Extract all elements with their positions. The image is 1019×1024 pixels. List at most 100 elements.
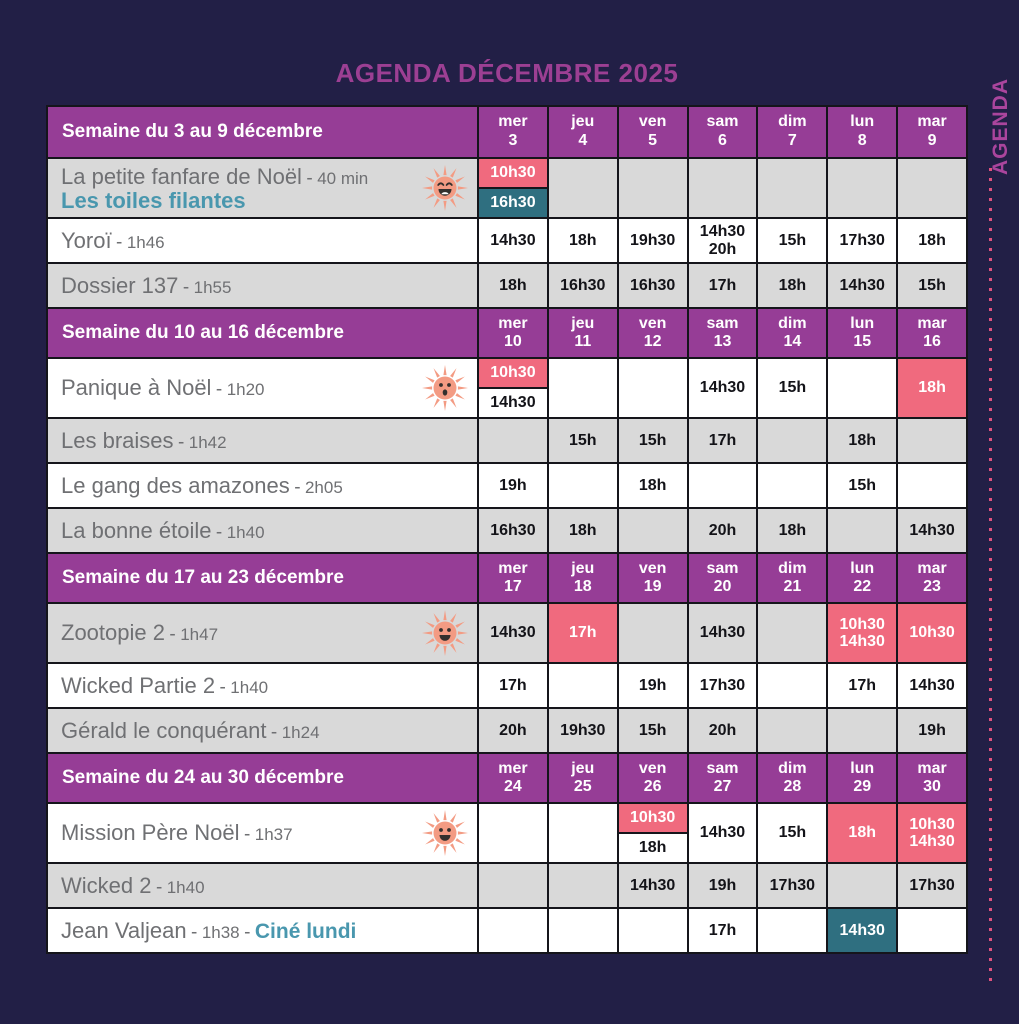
- movie-title-cell: Gérald le conquérant - 1h24: [48, 709, 477, 752]
- day-number: 20: [713, 578, 732, 596]
- day-header: dim 14: [756, 309, 826, 358]
- separator: -: [306, 168, 313, 189]
- showtime-cell: [756, 709, 826, 753]
- day-header: sam 13: [686, 309, 757, 358]
- separator: -: [219, 676, 226, 698]
- movie-title-line: Panique à Noël - 1h20: [61, 375, 265, 401]
- day-number: 15: [853, 333, 872, 351]
- showtime-cell: 17h30: [826, 219, 896, 263]
- movie-title-line: Les braises - 1h42: [61, 428, 227, 454]
- movie-title-cell: Wicked 2 - 1h40: [48, 864, 477, 907]
- movie-title-cell: Dossier 137 - 1h55: [48, 264, 477, 307]
- day-header: ven 12: [616, 309, 687, 358]
- movie-subtitle: Les toiles filantes: [61, 188, 246, 213]
- day-name: mar: [917, 759, 947, 777]
- day-name: mer: [498, 113, 528, 131]
- day-header: mer 10: [477, 309, 547, 358]
- showtime: 15h: [638, 721, 667, 739]
- day-name: ven: [638, 759, 667, 777]
- day-number: 19: [643, 578, 662, 596]
- showtime: 18h: [618, 832, 687, 862]
- showtime: 18h: [918, 231, 946, 249]
- showtime-cell: [826, 359, 896, 418]
- showtime-cell: 15h: [756, 359, 826, 418]
- showtime-cell: 18h: [826, 804, 897, 863]
- showtime-cell: [616, 159, 687, 218]
- movie-row: Mission Père Noël - 1h37 10h30 18h 14h30 15h…: [48, 802, 966, 863]
- sun-happy-icon: [421, 609, 469, 657]
- showtime-cell: 16h30: [546, 264, 617, 308]
- showtime: 15h: [848, 476, 876, 494]
- showtime: 10h30: [839, 615, 885, 633]
- day-name: mar: [917, 559, 947, 577]
- showtime-cell: 17h: [686, 264, 757, 308]
- separator: -: [215, 379, 223, 401]
- showtime: 14h30: [909, 521, 955, 539]
- showtime-cell: 17h30: [686, 664, 757, 708]
- movie-row: Dossier 137 - 1h55 18h 16h30 16h30 17h 18h 14h…: [48, 262, 966, 308]
- showtime: 20h: [708, 521, 737, 539]
- showtime-cell: [896, 464, 966, 508]
- separator: -: [116, 231, 123, 253]
- separator: -: [177, 431, 185, 453]
- day-header: jeu 18: [546, 554, 617, 603]
- showtime: 19h: [708, 876, 737, 894]
- day-number: 8: [857, 132, 867, 149]
- movie-duration: 1h20: [226, 380, 265, 400]
- day-number: 5: [648, 132, 658, 149]
- movie-title-cell: Wicked Partie 2 - 1h40: [48, 664, 477, 707]
- movie-title-cell: Panique à Noël - 1h20: [48, 359, 477, 417]
- day-number: 13: [713, 333, 732, 351]
- day-name: lun: [850, 559, 875, 577]
- day-number: 18: [573, 578, 592, 596]
- separator: -: [191, 921, 198, 943]
- movie-duration: 1h46: [126, 232, 165, 252]
- showtime: 18h: [499, 276, 527, 294]
- movie-duration: 1h24: [281, 722, 320, 742]
- showtime-cell: 17h: [826, 664, 896, 708]
- day-number: 16: [923, 333, 941, 351]
- showtime-cell: 19h: [616, 664, 687, 708]
- movie-title-line: Zootopie 2 - 1h47: [61, 620, 218, 646]
- day-name: sam: [706, 759, 739, 777]
- showtime: 20h: [708, 721, 737, 739]
- day-header: lun 22: [826, 554, 896, 603]
- showtime: 14h30: [699, 624, 746, 642]
- day-name: sam: [706, 113, 739, 131]
- movie-title-cell: La petite fanfare de Noël - 40 min Les to…: [48, 159, 477, 217]
- showtime: 14h30: [479, 387, 547, 417]
- agenda-table: Semaine du 3 au 9 décembre mer 3 jeu 4 ven 5 sa…: [46, 105, 968, 955]
- movie-title-text: Les braises - 1h42: [61, 428, 227, 454]
- showtime-cell: 14h30: [826, 264, 896, 308]
- showtime-cell: 18h: [896, 219, 966, 263]
- showtime-cell: [686, 159, 757, 218]
- showtime: 18h: [848, 431, 876, 449]
- day-header: lun 8: [826, 107, 896, 157]
- showtime: 15h: [918, 276, 946, 294]
- showtime-cell: 15h: [826, 464, 896, 508]
- movie-name: Zootopie 2: [61, 620, 165, 646]
- day-header: dim 28: [756, 754, 826, 803]
- day-name: mer: [498, 314, 528, 332]
- movie-title-text: Jean Valjean - 1h38 - Ciné lundi: [61, 918, 356, 944]
- day-name: lun: [850, 314, 875, 332]
- day-number: 7: [787, 132, 797, 149]
- day-header: lun 15: [826, 309, 896, 358]
- showtime-cell: [546, 804, 617, 863]
- showtime-cell: 17h: [546, 604, 617, 663]
- day-name: lun: [850, 113, 875, 131]
- showtime: 14h30: [839, 276, 885, 294]
- movie-row: Wicked 2 - 1h40 14h30 19h 17h30 17h30: [48, 862, 966, 908]
- day-number: 9: [927, 132, 937, 149]
- movie-duration: 1h40: [230, 677, 269, 697]
- showtime-cell: [477, 864, 547, 908]
- day-header: jeu 25: [546, 754, 617, 803]
- day-number: 28: [783, 778, 802, 796]
- day-number: 14: [783, 333, 802, 351]
- day-header: dim 7: [756, 107, 826, 157]
- movie-title-text: Dossier 137 - 1h55: [61, 273, 231, 299]
- day-number: 10: [504, 333, 522, 351]
- day-header: mer 3: [477, 107, 547, 157]
- movie-row: Le gang des amazones - 2h05 19h 18h 15h: [48, 462, 966, 508]
- movie-title-line: Le gang des amazones - 2h05: [61, 473, 343, 499]
